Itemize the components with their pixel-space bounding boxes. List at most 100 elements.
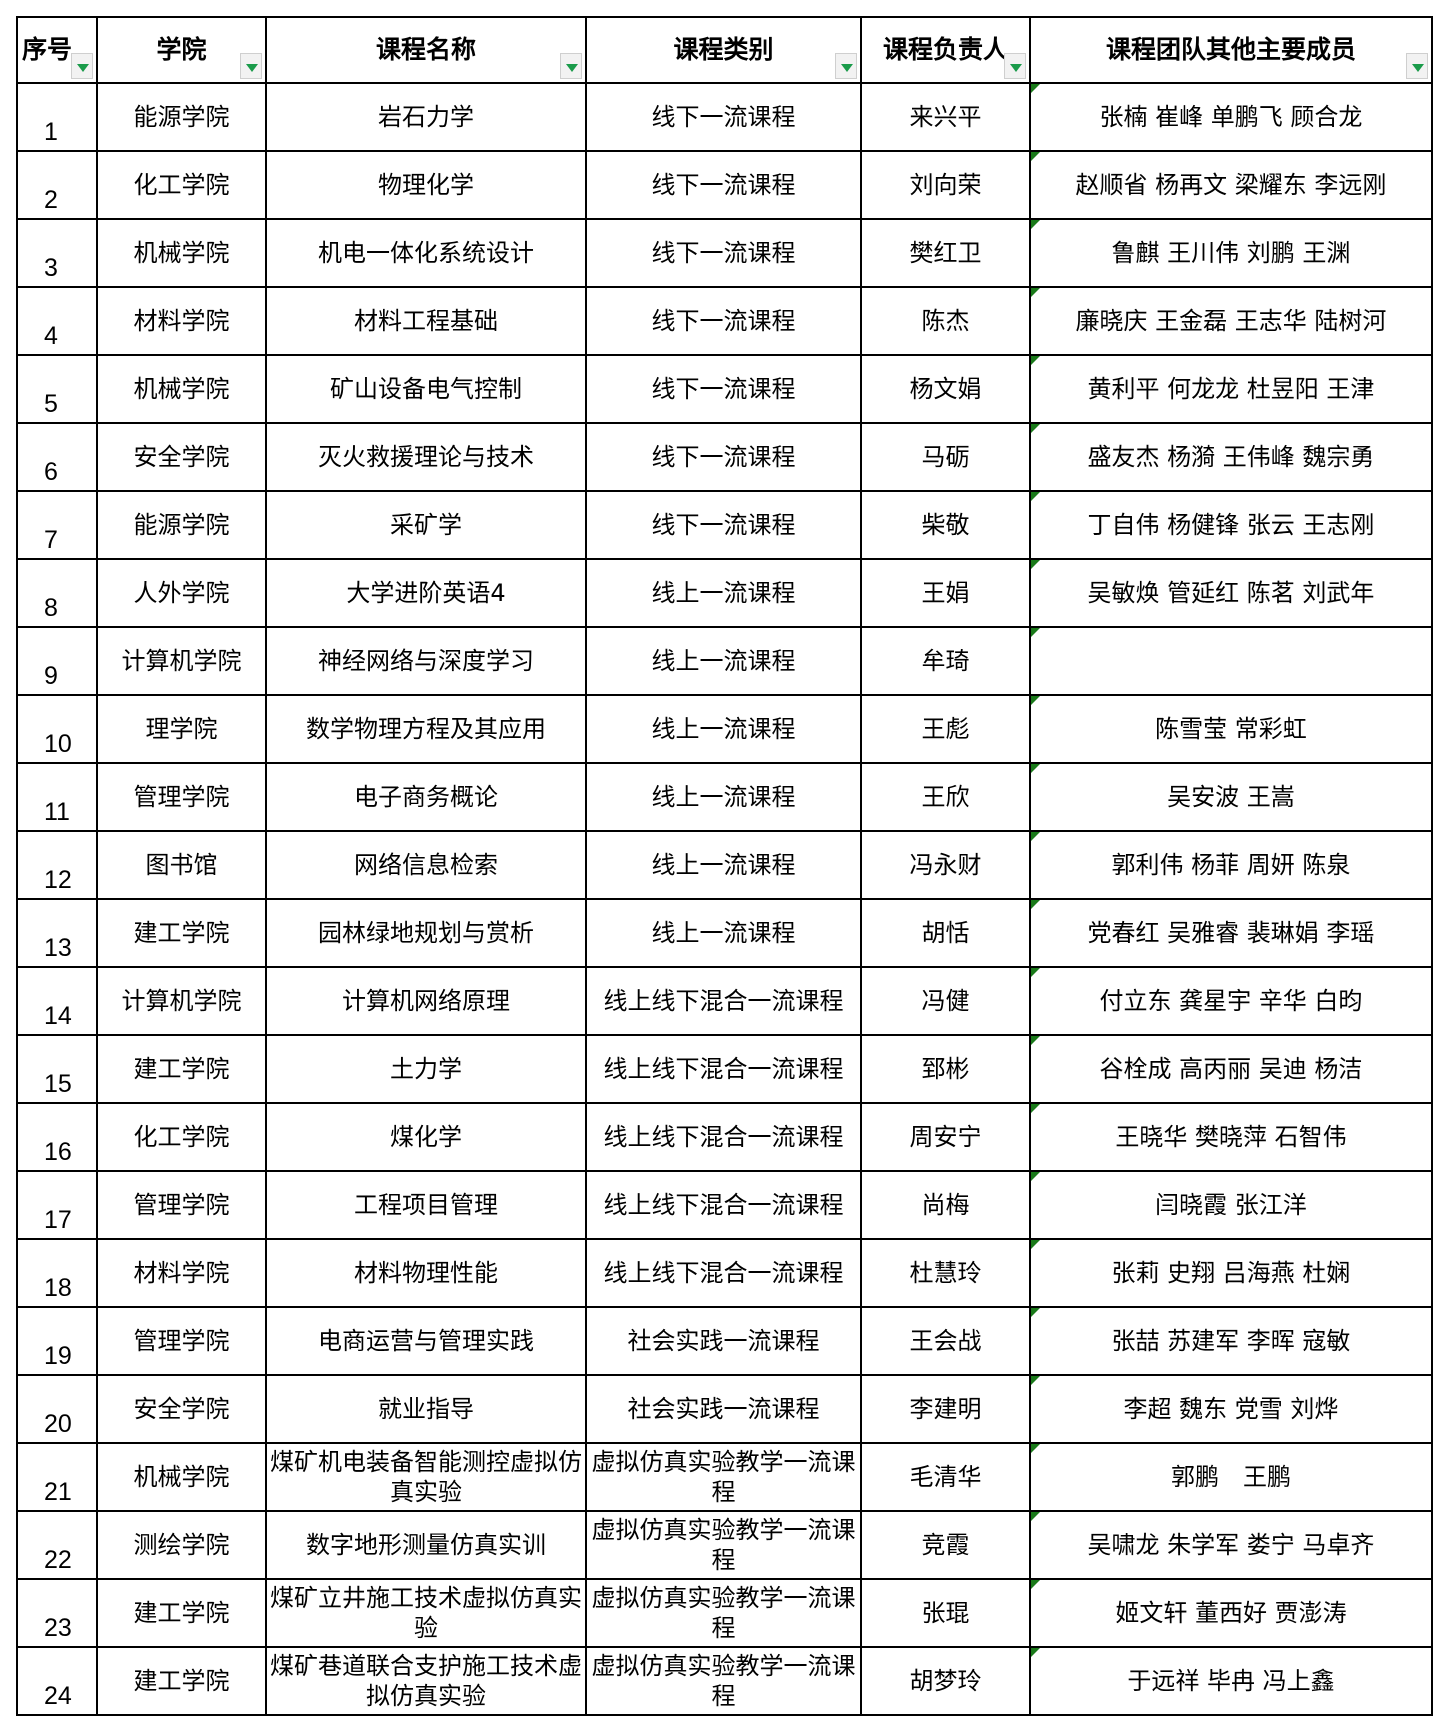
filter-dropdown-icon[interactable] xyxy=(240,53,262,79)
members-cell[interactable]: 吴安波 王嵩 xyxy=(1029,762,1433,832)
row-number[interactable]: 3 xyxy=(16,218,98,288)
leader-cell[interactable]: 杜慧玲 xyxy=(860,1238,1031,1308)
category-cell[interactable]: 线上线下混合一流课程 xyxy=(585,1102,862,1172)
course-name-cell[interactable]: 园林绿地规划与赏析 xyxy=(265,898,587,968)
leader-cell[interactable]: 张琨 xyxy=(860,1578,1031,1648)
row-number[interactable]: 17 xyxy=(16,1170,98,1240)
row-number[interactable]: 13 xyxy=(16,898,98,968)
leader-cell[interactable]: 胡恬 xyxy=(860,898,1031,968)
members-cell[interactable]: 郭利伟 杨菲 周妍 陈泉 xyxy=(1029,830,1433,900)
course-name-cell[interactable]: 工程项目管理 xyxy=(265,1170,587,1240)
course-name-cell[interactable]: 煤矿机电装备智能测控虚拟仿真实验 xyxy=(265,1442,587,1512)
course-name-cell[interactable]: 数学物理方程及其应用 xyxy=(265,694,587,764)
leader-cell[interactable]: 王彪 xyxy=(860,694,1031,764)
row-number[interactable]: 11 xyxy=(16,762,98,832)
course-name-cell[interactable]: 矿山设备电气控制 xyxy=(265,354,587,424)
college-cell[interactable]: 能源学院 xyxy=(96,82,267,152)
row-number[interactable]: 6 xyxy=(16,422,98,492)
members-cell[interactable]: 吴啸龙 朱学军 娄宁 马卓齐 xyxy=(1029,1510,1433,1580)
members-cell[interactable]: 党春红 吴雅睿 裴琳娟 李瑶 xyxy=(1029,898,1433,968)
filter-dropdown-icon[interactable] xyxy=(1406,53,1428,79)
category-cell[interactable]: 线上一流课程 xyxy=(585,898,862,968)
row-number[interactable]: 18 xyxy=(16,1238,98,1308)
course-name-cell[interactable]: 煤化学 xyxy=(265,1102,587,1172)
category-cell[interactable]: 线上线下混合一流课程 xyxy=(585,1170,862,1240)
leader-cell[interactable]: 马砺 xyxy=(860,422,1031,492)
category-cell[interactable]: 虚拟仿真实验教学一流课程 xyxy=(585,1442,862,1512)
leader-cell[interactable]: 冯健 xyxy=(860,966,1031,1036)
college-cell[interactable]: 管理学院 xyxy=(96,1170,267,1240)
row-number[interactable]: 24 xyxy=(16,1646,98,1716)
category-cell[interactable]: 线上一流课程 xyxy=(585,626,862,696)
course-name-cell[interactable]: 煤矿巷道联合支护施工技术虚拟仿真实验 xyxy=(265,1646,587,1716)
members-cell[interactable]: 张莉 史翔 吕海燕 杜娴 xyxy=(1029,1238,1433,1308)
course-name-cell[interactable]: 神经网络与深度学习 xyxy=(265,626,587,696)
row-number[interactable]: 22 xyxy=(16,1510,98,1580)
category-cell[interactable]: 线上线下混合一流课程 xyxy=(585,966,862,1036)
college-cell[interactable]: 机械学院 xyxy=(96,354,267,424)
category-cell[interactable]: 线上一流课程 xyxy=(585,830,862,900)
row-number[interactable]: 7 xyxy=(16,490,98,560)
leader-cell[interactable]: 陈杰 xyxy=(860,286,1031,356)
category-cell[interactable]: 社会实践一流课程 xyxy=(585,1374,862,1444)
college-cell[interactable]: 计算机学院 xyxy=(96,626,267,696)
leader-cell[interactable]: 郅彬 xyxy=(860,1034,1031,1104)
filter-dropdown-icon[interactable] xyxy=(835,53,857,79)
college-cell[interactable]: 建工学院 xyxy=(96,1578,267,1648)
category-cell[interactable]: 线下一流课程 xyxy=(585,286,862,356)
college-cell[interactable]: 化工学院 xyxy=(96,1102,267,1172)
leader-cell[interactable]: 毛清华 xyxy=(860,1442,1031,1512)
college-cell[interactable]: 管理学院 xyxy=(96,1306,267,1376)
category-cell[interactable]: 线上一流课程 xyxy=(585,558,862,628)
category-cell[interactable]: 虚拟仿真实验教学一流课程 xyxy=(585,1578,862,1648)
members-cell[interactable]: 谷栓成 高丙丽 吴迪 杨洁 xyxy=(1029,1034,1433,1104)
leader-cell[interactable]: 王欣 xyxy=(860,762,1031,832)
leader-cell[interactable]: 牟琦 xyxy=(860,626,1031,696)
college-cell[interactable]: 机械学院 xyxy=(96,218,267,288)
members-cell[interactable]: 于远祥 毕冉 冯上鑫 xyxy=(1029,1646,1433,1716)
members-cell[interactable]: 李超 魏东 党雪 刘烨 xyxy=(1029,1374,1433,1444)
filter-dropdown-icon[interactable] xyxy=(560,53,582,79)
filter-dropdown-icon[interactable] xyxy=(1004,53,1026,79)
leader-cell[interactable]: 来兴平 xyxy=(860,82,1031,152)
row-number[interactable]: 10 xyxy=(16,694,98,764)
category-cell[interactable]: 社会实践一流课程 xyxy=(585,1306,862,1376)
leader-cell[interactable]: 王会战 xyxy=(860,1306,1031,1376)
row-number[interactable]: 2 xyxy=(16,150,98,220)
filter-dropdown-icon[interactable] xyxy=(71,53,93,79)
row-number[interactable]: 1 xyxy=(16,82,98,152)
category-cell[interactable]: 线上一流课程 xyxy=(585,694,862,764)
course-name-cell[interactable]: 电商运营与管理实践 xyxy=(265,1306,587,1376)
leader-cell[interactable]: 王娟 xyxy=(860,558,1031,628)
row-number[interactable]: 21 xyxy=(16,1442,98,1512)
members-cell[interactable]: 黄利平 何龙龙 杜昱阳 王津 xyxy=(1029,354,1433,424)
college-cell[interactable]: 理学院 xyxy=(96,694,267,764)
row-number[interactable]: 12 xyxy=(16,830,98,900)
leader-cell[interactable]: 李建明 xyxy=(860,1374,1031,1444)
members-cell[interactable]: 张楠 崔峰 单鹏飞 顾合龙 xyxy=(1029,82,1433,152)
college-cell[interactable]: 机械学院 xyxy=(96,1442,267,1512)
row-number[interactable]: 16 xyxy=(16,1102,98,1172)
leader-cell[interactable]: 胡梦玲 xyxy=(860,1646,1031,1716)
course-name-cell[interactable]: 采矿学 xyxy=(265,490,587,560)
leader-cell[interactable]: 尚梅 xyxy=(860,1170,1031,1240)
row-number[interactable]: 20 xyxy=(16,1374,98,1444)
category-cell[interactable]: 虚拟仿真实验教学一流课程 xyxy=(585,1510,862,1580)
leader-cell[interactable]: 刘向荣 xyxy=(860,150,1031,220)
college-cell[interactable]: 管理学院 xyxy=(96,762,267,832)
course-name-cell[interactable]: 岩石力学 xyxy=(265,82,587,152)
row-number[interactable]: 5 xyxy=(16,354,98,424)
leader-cell[interactable]: 竞霞 xyxy=(860,1510,1031,1580)
category-cell[interactable]: 线下一流课程 xyxy=(585,82,862,152)
row-number[interactable]: 19 xyxy=(16,1306,98,1376)
course-name-cell[interactable]: 就业指导 xyxy=(265,1374,587,1444)
category-cell[interactable]: 线上一流课程 xyxy=(585,762,862,832)
members-cell[interactable]: 王晓华 樊晓萍 石智伟 xyxy=(1029,1102,1433,1172)
members-cell[interactable]: 鲁麒 王川伟 刘鹏 王渊 xyxy=(1029,218,1433,288)
course-name-cell[interactable]: 网络信息检索 xyxy=(265,830,587,900)
leader-cell[interactable]: 杨文娟 xyxy=(860,354,1031,424)
course-name-cell[interactable]: 灭火救援理论与技术 xyxy=(265,422,587,492)
course-name-cell[interactable]: 煤矿立井施工技术虚拟仿真实验 xyxy=(265,1578,587,1648)
course-name-cell[interactable]: 计算机网络原理 xyxy=(265,966,587,1036)
members-cell[interactable]: 盛友杰 杨漪 王伟峰 魏宗勇 xyxy=(1029,422,1433,492)
